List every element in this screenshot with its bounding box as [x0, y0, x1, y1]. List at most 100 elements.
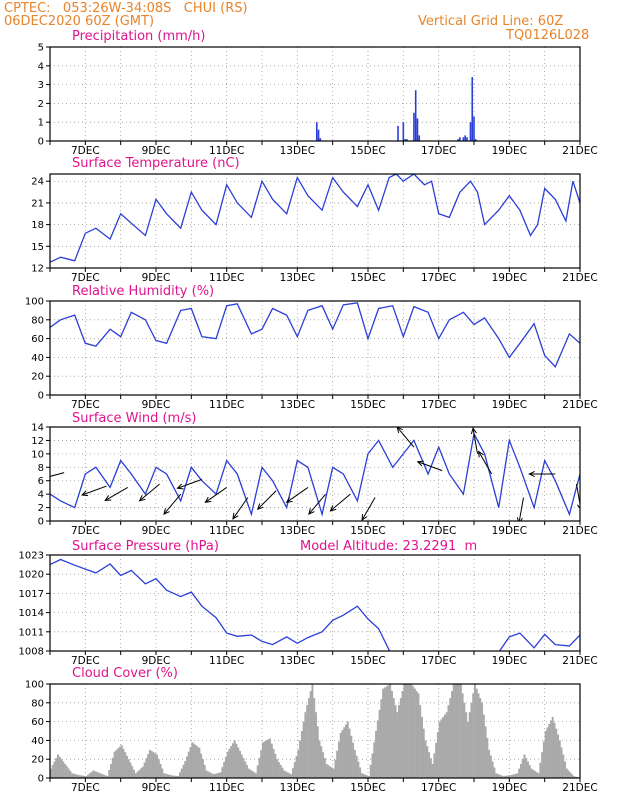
- cloud-bar: [67, 768, 70, 778]
- cloud-bar: [103, 774, 105, 778]
- wind-arrow-shaft: [417, 461, 443, 472]
- cloud-bar: [184, 761, 187, 778]
- cloud-bar: [428, 752, 431, 778]
- cloud-bar: [242, 758, 245, 778]
- precip-bar: [406, 139, 408, 141]
- cloud-bar: [50, 768, 52, 778]
- wind-arrow-shaft: [257, 490, 277, 510]
- cloud-bar: [217, 772, 220, 778]
- cloud-bar: [486, 738, 489, 778]
- cloud-bar: [141, 766, 144, 778]
- cloud-bar: [348, 728, 351, 778]
- x-tick-label: 19DEC: [492, 655, 527, 667]
- wind-arrow-head: [361, 513, 368, 521]
- cloud-bar: [415, 691, 418, 778]
- y-tick-label: 1023: [19, 551, 44, 562]
- wind-arrow-head: [528, 470, 535, 478]
- wind-arrow-head: [285, 496, 293, 504]
- x-tick-label: 15DEC: [350, 145, 385, 157]
- cloud-bar: [72, 773, 75, 778]
- wind-arrow-shaft: [396, 427, 415, 448]
- cloud-bar: [187, 751, 190, 778]
- cloud-bar: [283, 770, 286, 778]
- cloud-bar: [371, 753, 374, 778]
- cloud-bar: [470, 702, 473, 778]
- precip-bar: [414, 90, 417, 141]
- cloud-bar: [154, 753, 157, 778]
- cloud-bar: [509, 775, 512, 778]
- cloud-bar: [148, 749, 151, 778]
- cloud-bar: [332, 768, 335, 778]
- pressure-title: Surface Pressure (hPa): [72, 539, 219, 554]
- precip-bar: [466, 137, 468, 141]
- rh-frame: [49, 300, 581, 396]
- cloud-bar: [564, 761, 567, 778]
- precip-bar: [459, 137, 461, 141]
- cloud-bar: [433, 753, 436, 778]
- x-tick-label: 15DEC: [350, 399, 385, 411]
- cloud-bar: [443, 714, 446, 778]
- cloud-bar: [240, 754, 243, 778]
- cloud-bar: [104, 775, 107, 778]
- cloud-bar: [95, 771, 98, 778]
- x-tick-label: 13DEC: [280, 399, 315, 411]
- y-tick-label: 20: [31, 372, 44, 383]
- cloud-bar: [145, 758, 148, 778]
- cloud-bar: [316, 726, 319, 778]
- cloud-bar: [288, 773, 291, 778]
- y-tick-label: 0: [38, 774, 44, 785]
- precip-bar: [317, 129, 320, 141]
- cloud-bar: [534, 770, 537, 778]
- x-tick-label: 21DEC: [562, 272, 597, 284]
- precip-panel: 0 1 2 3 4 5 7DEC 9DEC 11DEC 13DEC 15DEC 17DEC 19DEC 2…: [38, 43, 598, 158]
- cloud-bar: [535, 772, 538, 778]
- cloud-bar: [97, 772, 100, 778]
- cloud-bar: [168, 774, 171, 778]
- wind-arrow-shaft: [472, 428, 479, 454]
- wind-arrow-shaft: [163, 493, 182, 515]
- cloud-bar: [504, 775, 506, 778]
- cloud-bar: [198, 747, 201, 778]
- cloud-bar: [161, 768, 164, 778]
- cloud-bar: [345, 724, 347, 778]
- cloud-bar: [368, 776, 370, 778]
- temp-line: [50, 174, 580, 263]
- cloud-bar: [122, 748, 125, 778]
- cloud-bar: [293, 762, 296, 778]
- cloud-bar: [493, 767, 496, 778]
- x-tick-label: 11DEC: [209, 782, 244, 794]
- cloud-bar: [505, 775, 508, 778]
- cloud-bar: [60, 759, 63, 778]
- cloud-bar: [422, 728, 425, 778]
- cloud-panel: 0 20 40 60 80 100 7DEC 9DEC 11DEC 13DEC 15DEC 17DEC…: [25, 680, 598, 795]
- cloud-bar: [274, 754, 277, 778]
- cloud-bar: [548, 723, 551, 778]
- cloud-bar: [136, 771, 139, 778]
- cloud-bar: [380, 699, 383, 778]
- wind-arrow-shaft: [104, 486, 128, 501]
- cloud-bar: [475, 688, 478, 778]
- cloud-bar: [352, 742, 355, 778]
- cloud-bar: [447, 705, 450, 778]
- cloud-bar: [304, 712, 307, 778]
- wind-arrow-head: [308, 508, 315, 515]
- cloud-bar: [442, 716, 445, 778]
- wind-arrow-head: [416, 460, 424, 467]
- y-tick-label: 40: [31, 353, 44, 364]
- x-tick-label: 11DEC: [209, 272, 244, 284]
- cloud-bar: [523, 754, 526, 778]
- wind-arrow-shaft: [139, 483, 160, 502]
- precip-bar: [404, 139, 406, 141]
- cloud-bar: [435, 742, 438, 778]
- cloud-bar: [562, 754, 565, 778]
- cloud-bar: [488, 749, 491, 778]
- pressure-plot: [50, 558, 580, 651]
- y-tick-label: 4: [38, 490, 44, 501]
- wind-arrow-head: [232, 512, 239, 520]
- y-tick-label: 10: [31, 449, 44, 460]
- cloud-bar: [256, 765, 259, 778]
- cloud-bar: [223, 762, 226, 778]
- cloud-bar: [203, 764, 206, 778]
- x-tick-label: 7DEC: [71, 272, 100, 284]
- x-tick-label: 9DEC: [142, 399, 171, 411]
